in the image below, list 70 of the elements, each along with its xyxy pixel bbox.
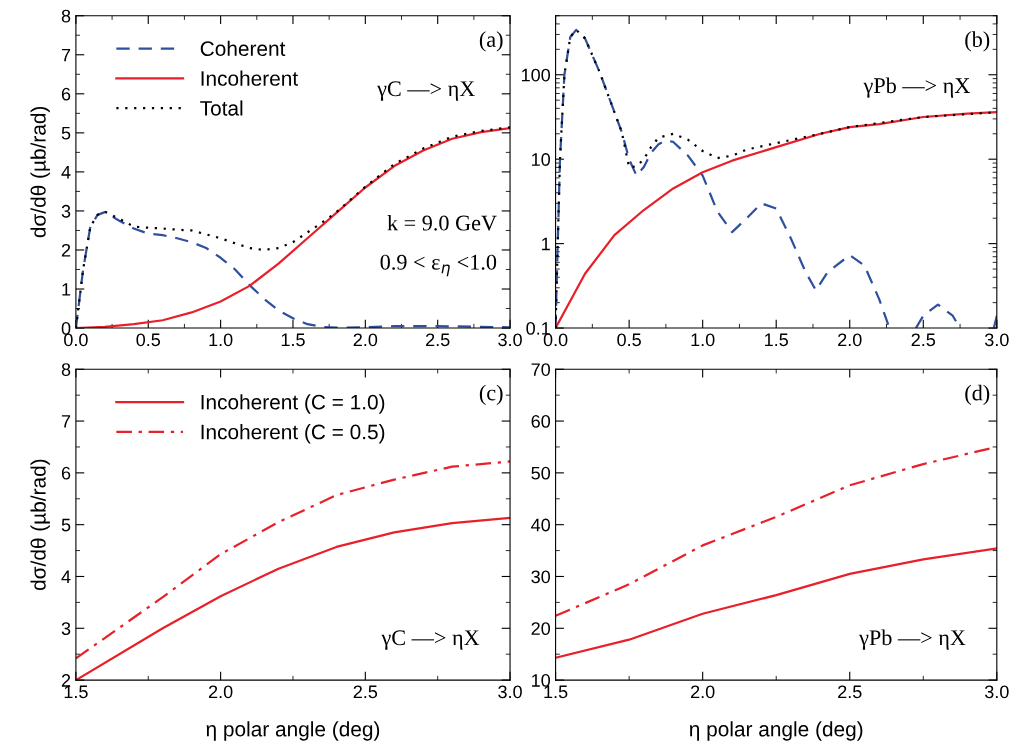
y-tick-label: 10 [532,674,551,687]
x-tick-label: 3.0 [498,333,522,347]
y-tick-label: 10 [532,153,551,166]
x-tick-label: 1.0 [691,333,715,347]
y-axis-title: dσ/dθ (µb/rad) [30,459,50,591]
y-tick-label: 8 [61,9,71,23]
annotation: (c) [479,384,503,405]
x-tick-label: 1.5 [544,685,568,699]
x-axis-title: η polar angle (deg) [206,721,380,741]
legend-label: Incoherent (C = 1.0) [201,394,385,414]
x-tick-label: 1.5 [64,685,88,699]
annotation: γPb —> ηX [863,77,970,98]
x-tick-label: 2.0 [691,685,715,699]
x-tick-label: 0.0 [543,333,568,347]
y-tick-label: 4 [61,166,71,179]
x-axis-title: η polar angle (deg) [689,721,863,741]
x-tick-label: 1.0 [209,333,233,347]
x-tick-label: 2.0 [353,333,378,347]
y-tick-label: 70 [531,363,551,376]
x-tick-label: 3.0 [498,685,522,699]
y-tick-label: 0 [61,322,71,335]
y-tick-label: 1 [62,283,71,296]
x-tick-label: 1.5 [281,333,305,347]
y-tick-label: 3 [61,204,71,218]
y-tick-label: 7 [61,415,71,428]
annotation: (d) [965,384,990,405]
legend-label: Total [200,100,243,116]
y-tick-label: 6 [61,466,71,480]
y-tick-label: 3 [61,622,71,636]
x-tick-label: 0.5 [617,333,641,347]
x-tick-label: 0.0 [64,333,88,347]
x-tick-label: 2.5 [353,685,378,699]
y-tick-label: 7 [61,48,71,62]
y-tick-label: 100 [521,68,551,82]
annotation: γC —> ηX [381,630,480,650]
y-tick-label: 0.1 [526,322,550,335]
x-tick-label: 2.5 [426,333,450,347]
annotation: k = 9.0 GeV [387,214,497,231]
y-tick-label: 20 [531,622,551,636]
y-tick-label: 50 [531,466,551,480]
y-tick-label: 1 [542,237,550,251]
legend-label: Incoherent [201,70,298,86]
y-tick-label: 5 [61,126,71,140]
legend-label: Coherent [200,40,286,57]
y-tick-label: 40 [531,518,551,532]
x-tick-label: 3.0 [984,333,1009,347]
line-series [75,460,511,660]
y-tick-label: 30 [531,570,551,584]
x-tick-label: 3.0 [984,685,1009,699]
annotation: (a) [479,31,503,52]
y-tick-label: 2 [61,243,71,257]
y-tick-label: 8 [61,363,71,376]
y-tick-label: 5 [61,518,71,532]
x-tick-label: 2.0 [208,685,233,699]
x-tick-label: 0.5 [136,333,161,347]
y-tick-label: 60 [531,415,551,428]
x-tick-label: 1.5 [765,333,788,347]
annotation: γC —> ηX [377,81,475,101]
legend-label: Incoherent (C = 0.5) [201,424,385,444]
annotation: γPb —> ηX [859,629,966,650]
annotation: 0.9 < ε$_{η}$ <1.0 [380,254,497,277]
y-axis-title: dσ/dθ (µb/rad) [30,106,50,238]
y-tick-label: 2 [61,674,71,687]
x-tick-label: 2.5 [838,685,862,699]
x-tick-label: 2.0 [838,333,862,347]
line-series [555,547,997,659]
y-tick-label: 6 [61,87,71,101]
x-tick-label: 2.5 [911,333,936,347]
y-tick-label: 4 [61,570,71,584]
annotation: (b) [965,31,990,52]
